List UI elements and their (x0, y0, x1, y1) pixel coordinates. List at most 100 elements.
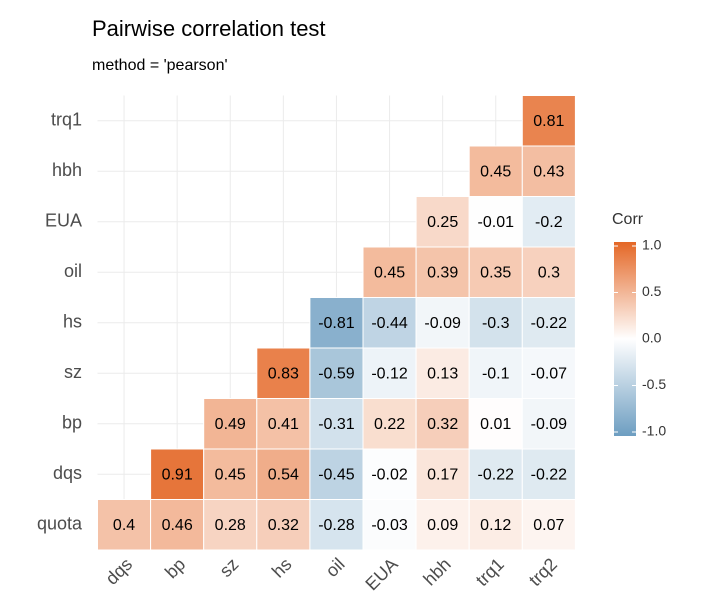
x-tick-label: trq1 (472, 554, 508, 590)
cell (521, 347, 576, 399)
cell-label: 0.35 (480, 264, 511, 281)
cell-label: -0.81 (318, 315, 355, 332)
cell-label: 0.39 (427, 264, 458, 281)
cell (362, 347, 417, 399)
cell-label: 0.25 (427, 214, 458, 231)
chart-title: Pairwise correlation test (92, 16, 326, 41)
cell-label: 0.83 (268, 365, 299, 382)
x-tick-label: sz (216, 554, 243, 581)
cell-label: 0.22 (374, 416, 405, 433)
cell-label: -0.28 (318, 517, 355, 534)
y-tick-label: oil (64, 261, 82, 281)
cell (415, 196, 470, 248)
chart-subtitle: method = 'pearson' (92, 57, 228, 74)
cell-label: 0.01 (480, 416, 511, 433)
cell-label: 0.81 (533, 113, 564, 130)
cell (309, 398, 364, 450)
cell (468, 347, 523, 399)
legend-label: -0.5 (642, 376, 666, 392)
y-tick-label: EUA (45, 211, 82, 231)
cell (415, 398, 470, 450)
cell-label: 0.32 (427, 416, 458, 433)
cell (362, 448, 417, 500)
cell-label: 0.45 (374, 264, 405, 281)
cell-label: 0.46 (162, 517, 193, 534)
cell-label: -0.2 (535, 214, 563, 231)
cell (468, 448, 523, 500)
x-tick-label: dqs (102, 554, 137, 589)
cell-label: 0.17 (427, 466, 458, 483)
x-tick-label: oil (322, 554, 349, 581)
cell (521, 448, 576, 500)
cell (309, 297, 364, 349)
cell-label: 0.41 (268, 416, 299, 433)
x-tick-label: bp (161, 554, 189, 582)
cell-label: -0.22 (531, 466, 568, 483)
colorbar (614, 242, 636, 436)
cell-label: 0.28 (215, 517, 246, 534)
cell (256, 499, 311, 551)
y-tick-label: sz (64, 362, 82, 382)
cell-label: -0.02 (371, 466, 408, 483)
cell (256, 347, 311, 399)
cell-label: 0.13 (427, 365, 458, 382)
cell (362, 246, 417, 298)
legend-label: 0.0 (642, 330, 662, 346)
cell (415, 297, 470, 349)
legend-label: -1.0 (642, 423, 666, 439)
cell (362, 499, 417, 551)
cell-label: -0.45 (318, 466, 355, 483)
legend-label: 0.5 (642, 283, 662, 299)
cell-label: -0.59 (318, 365, 355, 382)
cell-label: -0.07 (531, 365, 568, 382)
cell-label: -0.22 (478, 466, 515, 483)
cell-label: 0.4 (113, 517, 135, 534)
cell (521, 145, 576, 197)
cell-label: -0.1 (482, 365, 510, 382)
cell (362, 297, 417, 349)
cell-label: 0.43 (533, 163, 564, 180)
legend-label: 1.0 (642, 237, 662, 253)
y-tick-label: dqs (53, 463, 82, 483)
cell (309, 448, 364, 500)
cell-label: -0.31 (318, 416, 355, 433)
x-tick-label: EUA (361, 554, 401, 594)
cell-label: 0.49 (215, 416, 246, 433)
cell-label: -0.22 (531, 315, 568, 332)
cell (415, 448, 470, 500)
cell (309, 347, 364, 399)
y-tick-label: quota (37, 514, 83, 534)
cell (203, 398, 258, 450)
cell-label: -0.44 (371, 315, 408, 332)
cell (468, 398, 523, 450)
cell (521, 398, 576, 450)
cell-label: 0.3 (538, 264, 560, 281)
cell-label: 0.07 (533, 517, 564, 534)
cell (362, 398, 417, 450)
cell-label: 0.12 (480, 517, 511, 534)
cell (150, 448, 205, 500)
cell-label: -0.12 (371, 365, 408, 382)
x-tick-label: hs (268, 554, 296, 582)
y-tick-label: bp (62, 413, 82, 433)
cell (256, 448, 311, 500)
cell-label: -0.01 (478, 214, 515, 231)
cell-label: -0.3 (482, 315, 510, 332)
y-tick-label: trq1 (51, 110, 82, 130)
cell-label: -0.09 (531, 416, 568, 433)
y-tick-label: hbh (52, 160, 82, 180)
cell-label: -0.09 (424, 315, 461, 332)
cell-label: 0.91 (162, 466, 193, 483)
x-tick-label: trq2 (525, 554, 561, 590)
cell-label: 0.45 (480, 163, 511, 180)
cell-label: 0.09 (427, 517, 458, 534)
y-tick-label: hs (63, 312, 82, 332)
legend-title: Corr (612, 211, 644, 228)
cell-label: 0.54 (268, 466, 299, 483)
cell-label: 0.32 (268, 517, 299, 534)
cell-label: 0.45 (215, 466, 246, 483)
cell (521, 499, 576, 551)
x-tick-label: hbh (419, 554, 454, 589)
cell-label: -0.03 (371, 517, 408, 534)
